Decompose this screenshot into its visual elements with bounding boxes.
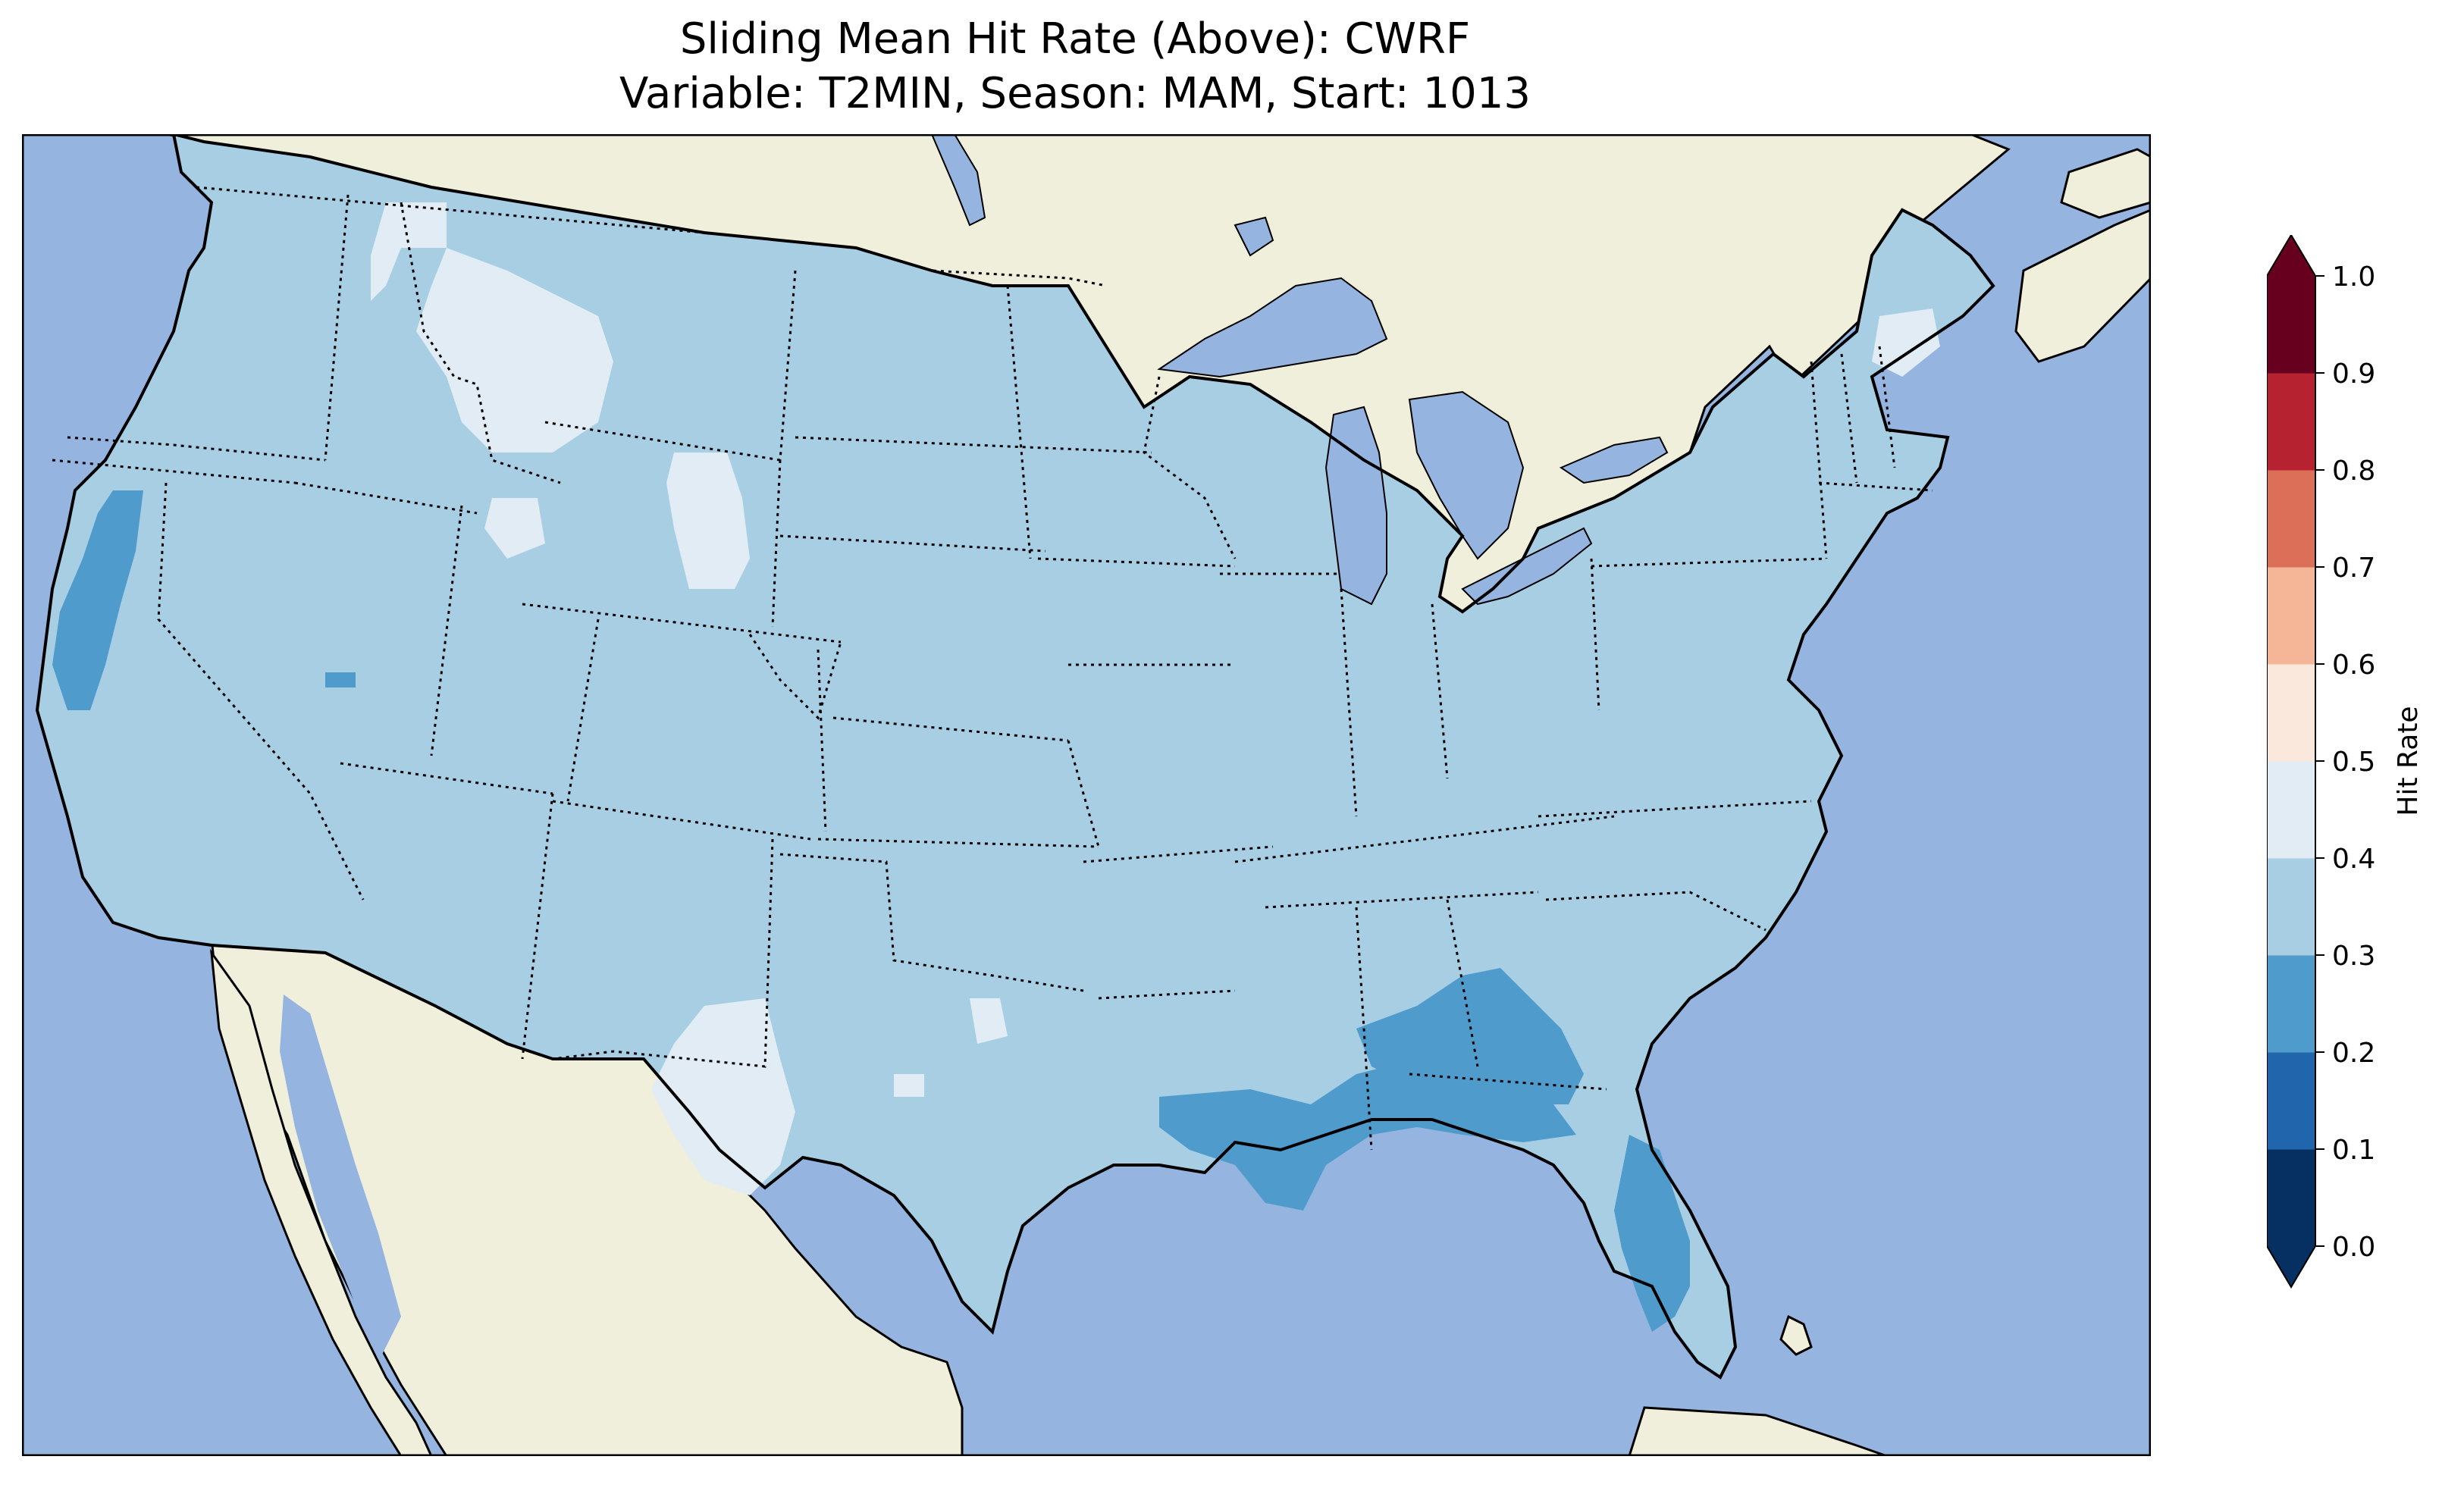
border-ms-al <box>1355 907 1373 1151</box>
border-ut-az <box>340 762 553 795</box>
border-nm-ok <box>552 838 774 1068</box>
lake-winnipeg <box>930 134 986 227</box>
region-montana-spot <box>484 498 545 559</box>
border-mn-wi <box>1143 376 1237 559</box>
border-az-nm <box>521 793 554 1060</box>
colorbar-tick-label: 0.2 <box>2332 1038 2375 1069</box>
lake-nipigon <box>1234 216 1274 257</box>
border-nc-sc <box>1545 891 1766 932</box>
region-wyoming <box>666 453 750 589</box>
border-in-oh <box>1431 603 1449 779</box>
colorbar-bin-3 <box>2267 858 2315 956</box>
colorbar-bin-1 <box>2267 1052 2315 1150</box>
border-nd-mn <box>1006 285 1032 559</box>
border-il-in <box>1340 588 1358 817</box>
map-title-line2: Variable: T2MIN, Season: MAM, Start: 101… <box>619 69 1531 118</box>
border-tn-ms-al <box>1265 891 1539 909</box>
border-49th-parallel <box>196 186 1107 287</box>
cuba-land <box>1628 1406 1888 1456</box>
region-idaho-montana <box>371 202 447 301</box>
border-nd-sd <box>795 436 1152 454</box>
baja-peninsula <box>209 948 433 1456</box>
colorbar-bin-9 <box>2267 276 2315 374</box>
colorbar-bin-6 <box>2267 567 2315 665</box>
colorbar-bin-8 <box>2267 373 2315 471</box>
colorbar-bin-5 <box>2267 664 2315 762</box>
region-florida <box>1614 1135 1690 1332</box>
border-ga-fl <box>1409 1073 1607 1091</box>
colorbar-tick-label: 1.0 <box>2332 262 2375 293</box>
region-central-california <box>52 490 143 710</box>
border-ne-ks <box>832 716 1069 742</box>
border-vt-nh <box>1840 353 1858 484</box>
border-wa-or <box>67 436 326 462</box>
border-wy-south <box>522 603 842 644</box>
hit-rate-02-03-regions <box>52 490 1690 1332</box>
region-southern-georgia <box>1356 968 1584 1104</box>
border-wy-north <box>544 421 781 462</box>
colorbar-extend-max <box>2267 235 2315 276</box>
border-ky-tn <box>1234 815 1615 863</box>
lake-huron <box>1408 390 1525 560</box>
map-title-line1: Sliding Mean Hit Rate (Above): CWRF <box>679 14 1471 64</box>
border-me-nh <box>1878 346 1896 468</box>
region-nevada-spot <box>325 672 356 687</box>
border-or-ca-nv <box>52 459 296 484</box>
border-ok-tx <box>779 853 1084 992</box>
border-va-nc <box>1538 800 1812 818</box>
border-oh-pa <box>1590 558 1600 711</box>
bahamas-island <box>1779 1314 1813 1356</box>
border-sd-ne <box>779 534 1046 553</box>
border-id-nv-ut <box>294 481 478 515</box>
region-west-texas <box>651 998 795 1195</box>
gulf-of-california <box>280 994 401 1362</box>
hit-rate-map <box>22 134 2151 1456</box>
nova-scotia-land <box>2014 208 2151 363</box>
colorbar-tick-label: 0.9 <box>2332 359 2375 390</box>
colorbar-bin-4 <box>2267 761 2315 859</box>
colorbar-tick-label: 0.1 <box>2332 1135 2375 1166</box>
border-co-east <box>817 649 827 832</box>
region-central-texas <box>970 998 1008 1044</box>
colorbar-tick-label: 0.7 <box>2332 553 2375 584</box>
colorbar-label: Hit Rate <box>2393 706 2424 816</box>
border-ca-nv-diagonal <box>157 482 365 900</box>
border-ut-co <box>566 619 600 802</box>
border-mt-nd <box>779 270 797 461</box>
border-wy-sd <box>771 459 782 628</box>
hit-rate-04-05-regions <box>371 202 1940 1195</box>
colorbar-tick-label: 0.8 <box>2332 456 2375 487</box>
newfoundland-land <box>2060 148 2151 219</box>
lake-ontario <box>1559 436 1669 484</box>
colorbar-tick-label: 0.3 <box>2332 941 2375 972</box>
region-idaho-montana-2 <box>416 248 613 453</box>
region-maine <box>1872 309 1940 377</box>
colorbar-tick-label: 0.4 <box>2332 844 2375 875</box>
colorbar-tick-label: 0.6 <box>2332 650 2375 681</box>
border-ks-mo <box>1067 740 1100 847</box>
lake-michigan <box>1324 406 1387 606</box>
border-wa-id <box>324 194 350 461</box>
border-mn-ia <box>1037 557 1236 568</box>
colorbar-tick-label: 0.0 <box>2332 1232 2375 1263</box>
border-co-nm <box>552 800 811 841</box>
colorbar-tick-label: 0.5 <box>2332 747 2375 778</box>
border-ks-ok <box>817 838 1099 848</box>
colorbar-bin-0 <box>2267 1149 2315 1247</box>
border-ny-ne <box>1810 361 1828 559</box>
lake-superior <box>1157 277 1388 378</box>
map-frame <box>22 134 2151 1456</box>
colorbar-extend-min <box>2267 1246 2315 1287</box>
border-al-ga <box>1446 899 1479 1067</box>
border-ar-la <box>1098 989 1236 1000</box>
colorbar: 0.0 0.1 0.2 0.3 0.4 0.5 0.6 0.7 0.8 0.9 1.0 Hit Rat… <box>2267 235 2424 1289</box>
state-borders <box>52 186 1933 1151</box>
border-mo-ar <box>1083 845 1274 863</box>
colorbar-bin-2 <box>2267 955 2315 1053</box>
region-texas-spot <box>894 1074 924 1097</box>
border-pa-ny <box>1591 557 1827 568</box>
colorbar-bin-7 <box>2267 470 2315 568</box>
border-id-mt <box>400 202 561 484</box>
